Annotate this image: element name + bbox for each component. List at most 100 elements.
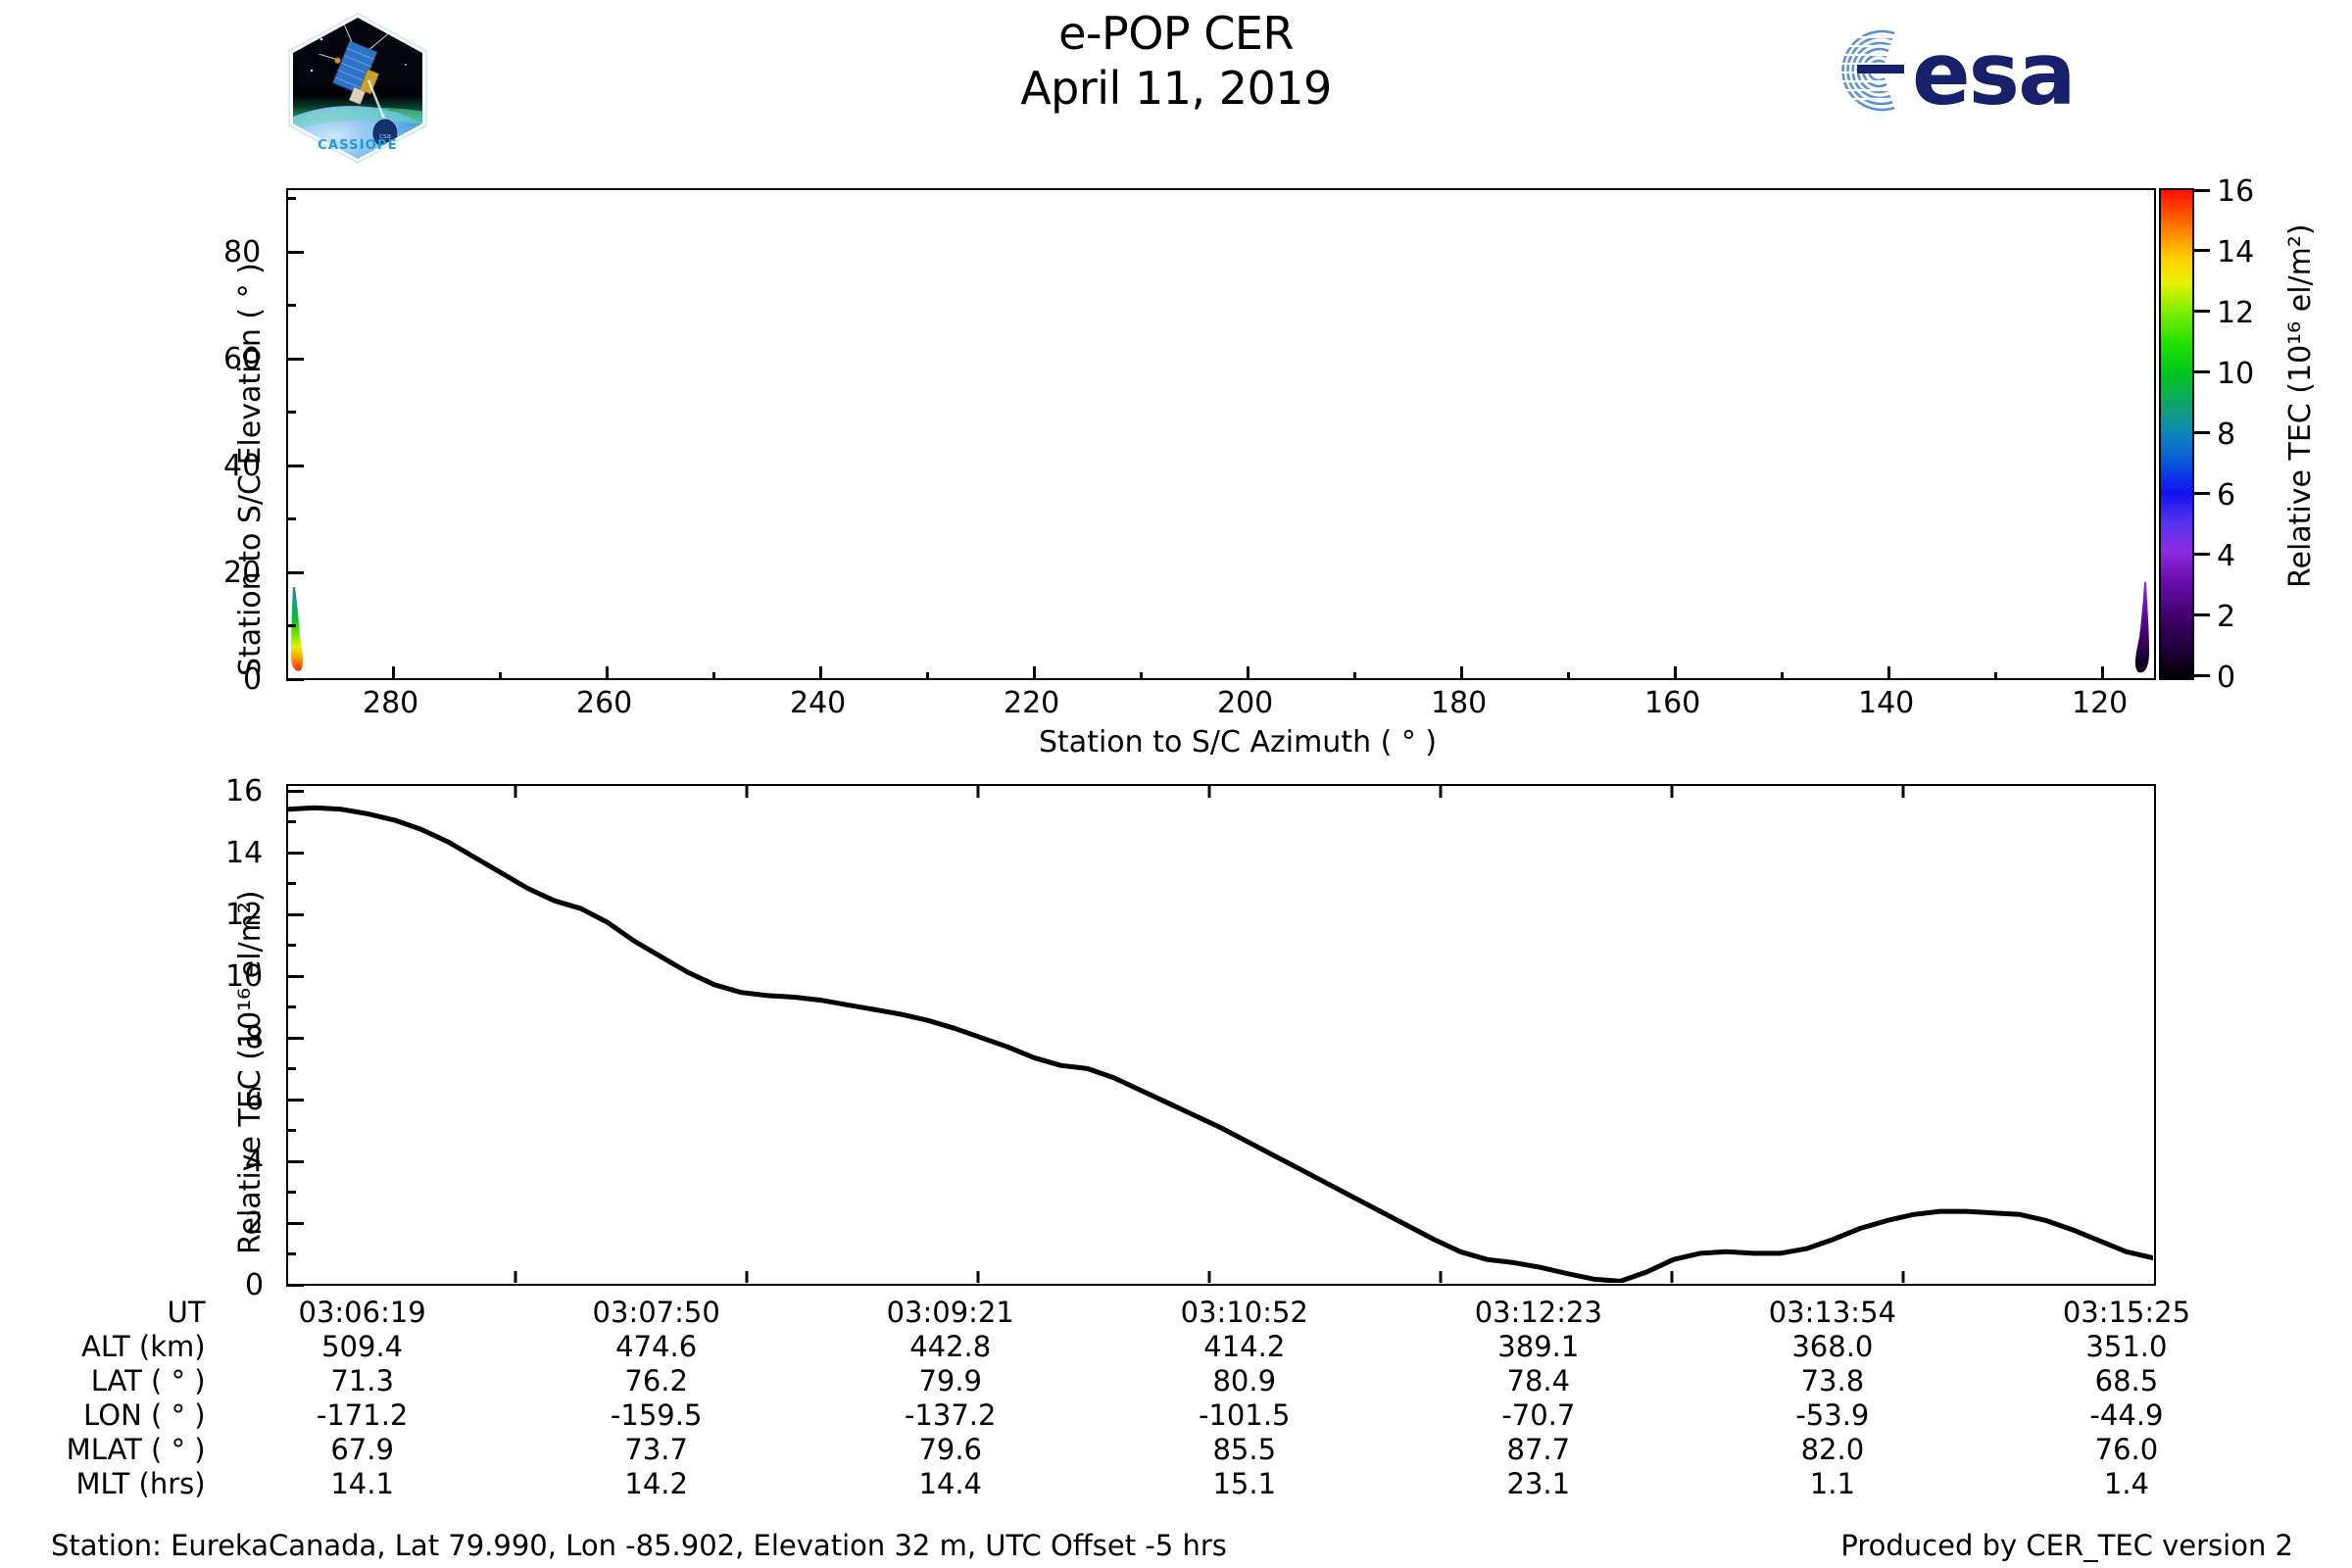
tec-ytick-16: 16: [225, 774, 264, 808]
cbar-tick-6: 6: [2217, 478, 2236, 513]
cbar-tick-16: 16: [2217, 174, 2255, 209]
elevation-axis-label: Station to S/C Elevation ( ° ): [233, 263, 268, 676]
relative-tec-axis-label: Relative TEC (10¹⁶ el/m²): [233, 890, 268, 1254]
table-row: UT 03:06:19 03:07:50 03:09:21 03:10:52 03:12:…: [0, 1296, 2274, 1330]
cell-r5-c4: 23.1: [1506, 1467, 1571, 1500]
colorbar-axis-label: Relative TEC (10¹⁶ el/m²): [2283, 223, 2318, 588]
tec-colorbar[interactable]: [2159, 188, 2194, 680]
cassiope-mission-patch-icon: csa CASSIOPE: [284, 10, 431, 167]
cell-r1-c5: 368.0: [1791, 1330, 1874, 1363]
azi-xtick-140: 140: [1858, 686, 1915, 720]
relative-tec-plot-area[interactable]: [286, 784, 2156, 1286]
cell-r2-c5: 73.8: [1800, 1364, 1865, 1397]
cell-r4-c5: 82.0: [1800, 1433, 1865, 1466]
cell-r2-c1: 76.2: [624, 1364, 688, 1397]
cbar-tick-10: 10: [2217, 357, 2255, 391]
trace-east-pass: [2134, 582, 2149, 673]
cell-r3-c5: -53.9: [1795, 1398, 1870, 1432]
elevation-azimuth-data-layer: [291, 582, 2149, 673]
cell-r5-c5: 1.1: [1809, 1467, 1855, 1500]
cbar-tick-8: 8: [2217, 417, 2236, 452]
row-header-ut: UT: [167, 1296, 206, 1329]
azi-xtick-200: 200: [1217, 686, 1274, 720]
cell-r1-c2: 442.8: [909, 1330, 992, 1363]
table-row: ALT (km) 509.4 474.6 442.8 414.2 389.1 368.0 35…: [0, 1330, 2274, 1364]
trace-west-pass: [291, 587, 303, 671]
cell-r1-c3: 414.2: [1203, 1330, 1286, 1363]
cell-r4-c3: 85.5: [1212, 1433, 1277, 1466]
cell-r2-c6: 68.5: [2094, 1364, 2159, 1397]
cell-r5-c1: 14.2: [624, 1467, 688, 1500]
tec-ytick-4: 4: [245, 1145, 265, 1179]
cell-r0-c3: 03:10:52: [1180, 1296, 1308, 1329]
cbar-tick-14: 14: [2217, 235, 2255, 270]
page-subtitle-date: April 11, 2019: [1020, 62, 1332, 115]
elev-ytick-40: 40: [223, 449, 262, 483]
ephemeris-table: UT 03:06:19 03:07:50 03:09:21 03:10:52 03:12:…: [0, 1296, 2274, 1501]
cell-r0-c2: 03:09:21: [886, 1296, 1014, 1329]
cell-r2-c4: 78.4: [1506, 1364, 1571, 1397]
azi-xtick-120: 120: [2072, 686, 2129, 720]
page-title-block: e-POP CER April 11, 2019: [686, 6, 1666, 116]
tec-ytick-0: 0: [245, 1268, 265, 1302]
cassiope-logo-caption: CASSIOPE: [318, 138, 398, 153]
azi-xtick-180: 180: [1431, 686, 1488, 720]
page-footer: Station: EurekaCanada, Lat 79.990, Lon -…: [0, 1529, 2352, 1568]
tec-ytick-12: 12: [225, 898, 264, 932]
cell-r3-c1: -159.5: [610, 1398, 703, 1432]
row-header-mlat: MLAT ( ° ): [66, 1433, 206, 1466]
cell-r5-c3: 15.1: [1212, 1467, 1277, 1500]
elev-ytick-80: 80: [223, 235, 262, 270]
elev-ytick-0: 0: [243, 662, 263, 697]
cell-r4-c6: 76.0: [2094, 1433, 2159, 1466]
cell-r3-c6: -44.9: [2089, 1398, 2164, 1432]
cell-r2-c0: 71.3: [330, 1364, 394, 1397]
cell-r3-c4: -70.7: [1501, 1398, 1576, 1432]
cell-r1-c6: 351.0: [2085, 1330, 2168, 1363]
tec-ytick-8: 8: [245, 1021, 265, 1055]
cell-r0-c6: 03:15:25: [2062, 1296, 2191, 1329]
tec-ytick-10: 10: [225, 959, 264, 994]
cell-r5-c0: 14.1: [330, 1467, 394, 1500]
esa-wordmark: esa: [1912, 24, 2074, 116]
cell-r2-c3: 80.9: [1212, 1364, 1277, 1397]
cell-r4-c4: 87.7: [1506, 1433, 1571, 1466]
azi-xtick-280: 280: [363, 686, 419, 720]
row-header-lon: LON ( ° ): [83, 1398, 206, 1432]
row-header-altkm: ALT (km): [81, 1330, 206, 1363]
cell-r0-c0: 03:06:19: [298, 1296, 426, 1329]
cell-r3-c0: -171.2: [316, 1398, 409, 1432]
table-row: MLT (hrs) 14.1 14.2 14.4 15.1 23.1 1.1 1.4: [0, 1467, 2274, 1501]
cell-r4-c2: 79.6: [918, 1433, 983, 1466]
cell-r3-c2: -137.2: [904, 1398, 997, 1432]
relative-tec-line: [288, 805, 2153, 1283]
cell-r1-c0: 509.4: [321, 1330, 404, 1363]
svg-text:csa: csa: [379, 132, 391, 140]
azi-xtick-160: 160: [1644, 686, 1701, 720]
row-header-mlthrs: MLT (hrs): [75, 1467, 206, 1500]
table-row: LON ( ° ) -171.2 -159.5 -137.2 -101.5 -70.7 -5…: [0, 1398, 2274, 1433]
cell-r1-c4: 389.1: [1497, 1330, 1580, 1363]
elevation-azimuth-plot-area[interactable]: [286, 188, 2156, 680]
cell-r5-c2: 14.4: [918, 1467, 983, 1500]
table-row: LAT ( ° ) 71.3 76.2 79.9 80.9 78.4 73.8 68.5: [0, 1364, 2274, 1398]
cell-r2-c2: 79.9: [918, 1364, 983, 1397]
cell-r4-c0: 67.9: [330, 1433, 394, 1466]
producer-info-text: Produced by CER_TEC version 2: [1840, 1529, 2293, 1562]
row-header-lat: LAT ( ° ): [90, 1364, 206, 1397]
cbar-tick-0: 0: [2217, 661, 2236, 695]
cbar-tick-2: 2: [2217, 600, 2236, 634]
tec-ytick-6: 6: [245, 1083, 265, 1117]
cell-r0-c5: 03:13:54: [1768, 1296, 1896, 1329]
tec-ytick-2: 2: [245, 1206, 265, 1241]
cell-r0-c4: 03:12:23: [1474, 1296, 1602, 1329]
cell-r0-c1: 03:07:50: [592, 1296, 720, 1329]
azi-xtick-220: 220: [1004, 686, 1060, 720]
cell-r4-c1: 73.7: [624, 1433, 688, 1466]
azimuth-axis-label: Station to S/C Azimuth ( ° ): [1039, 725, 1438, 760]
cbar-tick-12: 12: [2217, 296, 2255, 330]
tec-ytick-14: 14: [225, 836, 264, 870]
elev-ytick-20: 20: [223, 556, 262, 590]
esa-logo-icon: esa: [1818, 18, 2141, 124]
page-title: e-POP CER: [1058, 7, 1294, 60]
